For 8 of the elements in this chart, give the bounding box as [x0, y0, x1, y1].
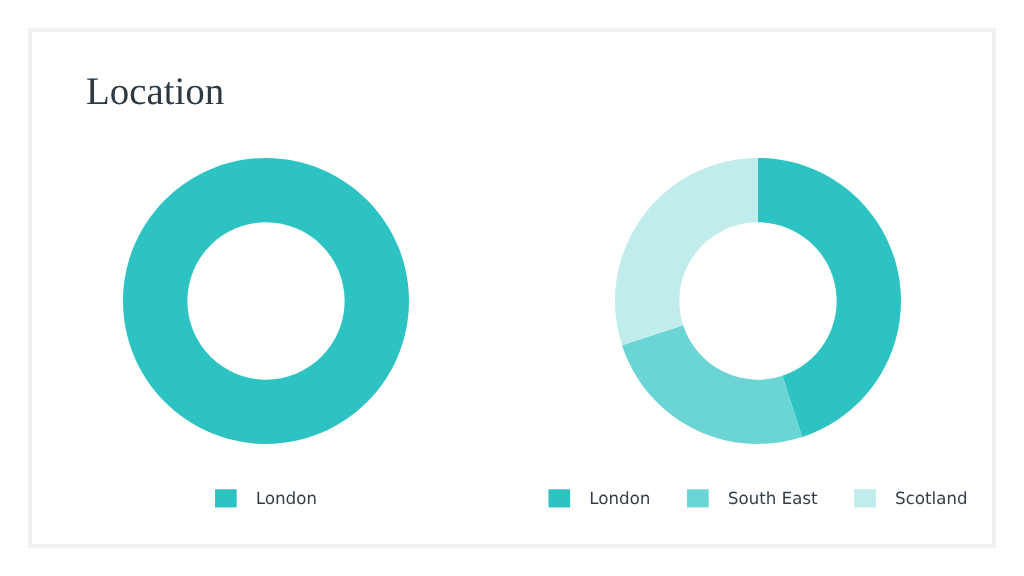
- chart-title: Location: [87, 78, 224, 105]
- legend-label: London: [257, 491, 316, 505]
- donut-slice: [622, 325, 803, 444]
- legend-label: Scotland: [896, 491, 967, 505]
- legend-label: London: [590, 491, 649, 505]
- donut-slice: [615, 158, 758, 346]
- donut-slice: [758, 158, 901, 437]
- legend-label: South East: [728, 491, 818, 505]
